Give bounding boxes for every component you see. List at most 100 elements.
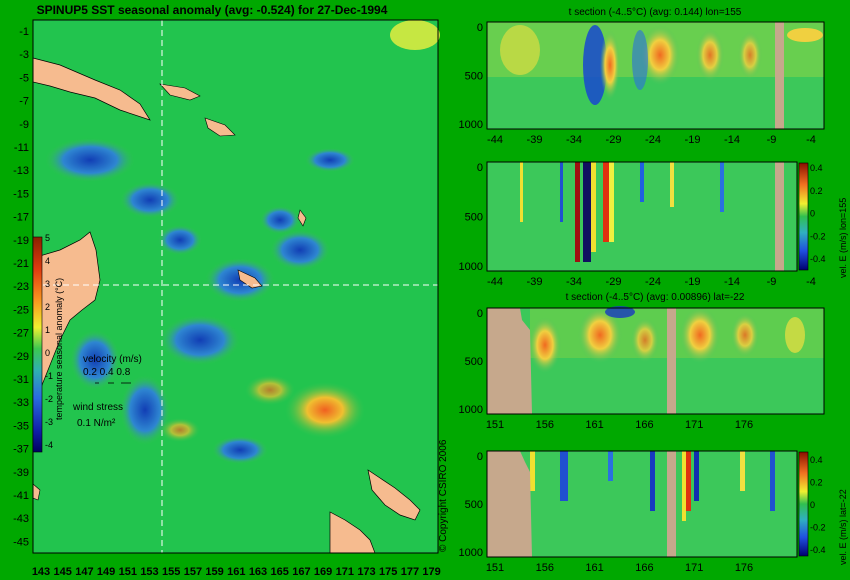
velocity-legend-values: 0.2 0.4 0.8 bbox=[83, 367, 131, 378]
panel-colorbar-tick: -0.4 bbox=[810, 254, 826, 264]
panel3-land bbox=[667, 308, 676, 414]
panel4-colorbar-label: vel. E (m/s) lat=-22 bbox=[838, 489, 848, 565]
map-colorbar-tick: -1 bbox=[45, 371, 53, 381]
sst-map bbox=[32, 19, 440, 554]
island-solomon bbox=[204, 117, 236, 137]
map-lon-tick: 159 bbox=[205, 566, 223, 578]
panel-x-tick: -24 bbox=[645, 276, 661, 288]
map-lat-tick: -19 bbox=[13, 235, 29, 247]
map-lat-tick: -13 bbox=[13, 165, 29, 177]
png-land bbox=[32, 57, 151, 121]
map-lat-tick: -7 bbox=[19, 96, 29, 108]
wind-legend-value: 0.1 N/m² bbox=[77, 418, 116, 429]
figure-title: SPINUP5 SST seasonal anomaly (avg: -0.52… bbox=[37, 3, 388, 17]
wind-legend-title: wind stress bbox=[72, 402, 123, 413]
map-lat-tick: -27 bbox=[13, 328, 29, 340]
panel-x-tick: -29 bbox=[606, 276, 622, 288]
map-lat-tick: -33 bbox=[13, 397, 29, 409]
panel-colorbar-tick: 0 bbox=[810, 500, 815, 510]
map-cold-anomalies bbox=[45, 138, 355, 464]
map-lat-tick: -15 bbox=[13, 188, 29, 200]
panel-colorbar-tick: 0.4 bbox=[810, 163, 823, 173]
map-colorbar: 5 4 3 2 1 0 -1 -2 -3 -4 temperature seasonal anom… bbox=[32, 233, 64, 453]
island-vanuatu bbox=[297, 209, 307, 227]
panel-tick-labels: 0 500 1000 -44 -39 -34 -29 -24 -19 -14 -9 -4 0 500 100… bbox=[459, 22, 826, 574]
map-colorbar-tick: 5 bbox=[45, 233, 50, 243]
panel-x-tick: -34 bbox=[566, 276, 582, 288]
map-lat-tick: -23 bbox=[13, 281, 29, 293]
map-legends: velocity (m/s) 0.2 0.4 0.8 wind stress 0… bbox=[72, 354, 142, 429]
panel4-colorbar-ramp bbox=[798, 451, 809, 557]
panel-depth-tick: 1000 bbox=[459, 547, 483, 559]
panel-colorbar-tick: 0 bbox=[810, 209, 815, 219]
panel-x-tick: -19 bbox=[685, 276, 701, 288]
map-colorbar-tick: -2 bbox=[45, 394, 53, 404]
panel-x-tick: -14 bbox=[724, 276, 740, 288]
panel-t-section-lat: t section (-4..5°C) (avg: 0.00896) lat=-… bbox=[486, 292, 825, 415]
map-lat-tick: -45 bbox=[13, 536, 29, 548]
map-lon-tick: 145 bbox=[54, 566, 72, 578]
map-lon-tick: 151 bbox=[119, 566, 137, 578]
map-lon-tick: 169 bbox=[314, 566, 332, 578]
panel-colorbar-tick: -0.2 bbox=[810, 231, 826, 241]
panel-depth-tick: 0 bbox=[477, 308, 483, 320]
map-colorbar-ticks: 5 4 3 2 1 0 -1 -2 -3 -4 bbox=[45, 233, 53, 450]
panel-depth-tick: 500 bbox=[465, 499, 483, 511]
panel-x-tick: 171 bbox=[685, 419, 703, 431]
panel-colorbar-tick: 0.4 bbox=[810, 455, 823, 465]
panel-vel-lat: vel. E (m/s) lat=-22 bbox=[486, 450, 848, 565]
panel-t-section-lon: t section (-4..5°C) (avg: 0.144) lon=155 bbox=[486, 7, 825, 130]
panel-x-tick: -39 bbox=[527, 276, 543, 288]
panel-x-tick: 161 bbox=[585, 562, 603, 574]
map-lon-tick: 171 bbox=[336, 566, 354, 578]
panel-x-tick: -24 bbox=[645, 134, 661, 146]
panel-x-tick: 176 bbox=[735, 419, 753, 431]
map-lon-tick: 157 bbox=[184, 566, 202, 578]
map-lat-ticks: -1 -3 -5 -7 -9 -11 -13 -15 -17 -19 -21 -23 -25 -27 -29… bbox=[13, 26, 29, 548]
map-lat-tick: -21 bbox=[13, 258, 29, 270]
map-lat-tick: -43 bbox=[13, 513, 29, 525]
map-lat-tick: -41 bbox=[13, 490, 29, 502]
map-colorbar-ramp bbox=[32, 236, 43, 453]
map-lat-tick: -37 bbox=[13, 444, 29, 456]
panel2-jet-red bbox=[575, 162, 580, 262]
panel-depth-tick: 0 bbox=[477, 162, 483, 174]
copyright-text: © Copyright CSIRO 2006 bbox=[438, 439, 449, 552]
panel4-plot bbox=[487, 451, 797, 557]
map-lon-tick: 155 bbox=[162, 566, 180, 578]
panel1-title: t section (-4..5°C) (avg: 0.144) lon=155 bbox=[569, 7, 742, 18]
map-colorbar-tick: 0 bbox=[45, 348, 50, 358]
panel1-land bbox=[775, 22, 784, 129]
map-lon-tick: 175 bbox=[379, 566, 397, 578]
panel-x-tick: 151 bbox=[486, 419, 504, 431]
panel1-cold-core bbox=[583, 25, 607, 105]
map-lon-tick: 163 bbox=[249, 566, 267, 578]
panel-x-tick: 156 bbox=[536, 562, 554, 574]
panel3-title: t section (-4..5°C) (avg: 0.00896) lat=-… bbox=[566, 292, 745, 303]
panel-x-tick: 156 bbox=[536, 419, 554, 431]
map-lon-tick: 149 bbox=[97, 566, 115, 578]
map-lon-tick: 147 bbox=[75, 566, 93, 578]
panel-depth-tick: 500 bbox=[465, 71, 483, 83]
panel-colorbar-tick: 0.2 bbox=[810, 478, 823, 488]
map-lon-ticks: 143 145 147 149 151 153 155 157 159 161 163 165 167 1… bbox=[32, 566, 441, 578]
panel-x-tick: 171 bbox=[685, 562, 703, 574]
panel3-land-australia bbox=[487, 308, 532, 414]
map-lat-tick: -35 bbox=[13, 420, 29, 432]
map-lat-tick: -3 bbox=[19, 49, 29, 61]
map-lon-tick: 173 bbox=[357, 566, 375, 578]
map-colorbar-label: temperature seasonal anomaly (°C) bbox=[54, 278, 64, 420]
map-colorbar-tick: -3 bbox=[45, 417, 53, 427]
island-new-britain bbox=[159, 83, 201, 101]
map-lon-tick: 161 bbox=[227, 566, 245, 578]
panel2-colorbar-label: vel. E (m/s) lon=155 bbox=[838, 198, 848, 278]
velocity-legend-title: velocity (m/s) bbox=[83, 354, 142, 365]
map-lat-tick: -39 bbox=[13, 467, 29, 479]
panel-x-tick: -9 bbox=[767, 276, 777, 288]
panel-colorbar-tick: -0.4 bbox=[810, 545, 826, 555]
panel-x-tick: -4 bbox=[806, 134, 816, 146]
panel-depth-tick: 1000 bbox=[459, 119, 483, 131]
map-lat-tick: -9 bbox=[19, 119, 29, 131]
panel-x-tick: -19 bbox=[685, 134, 701, 146]
